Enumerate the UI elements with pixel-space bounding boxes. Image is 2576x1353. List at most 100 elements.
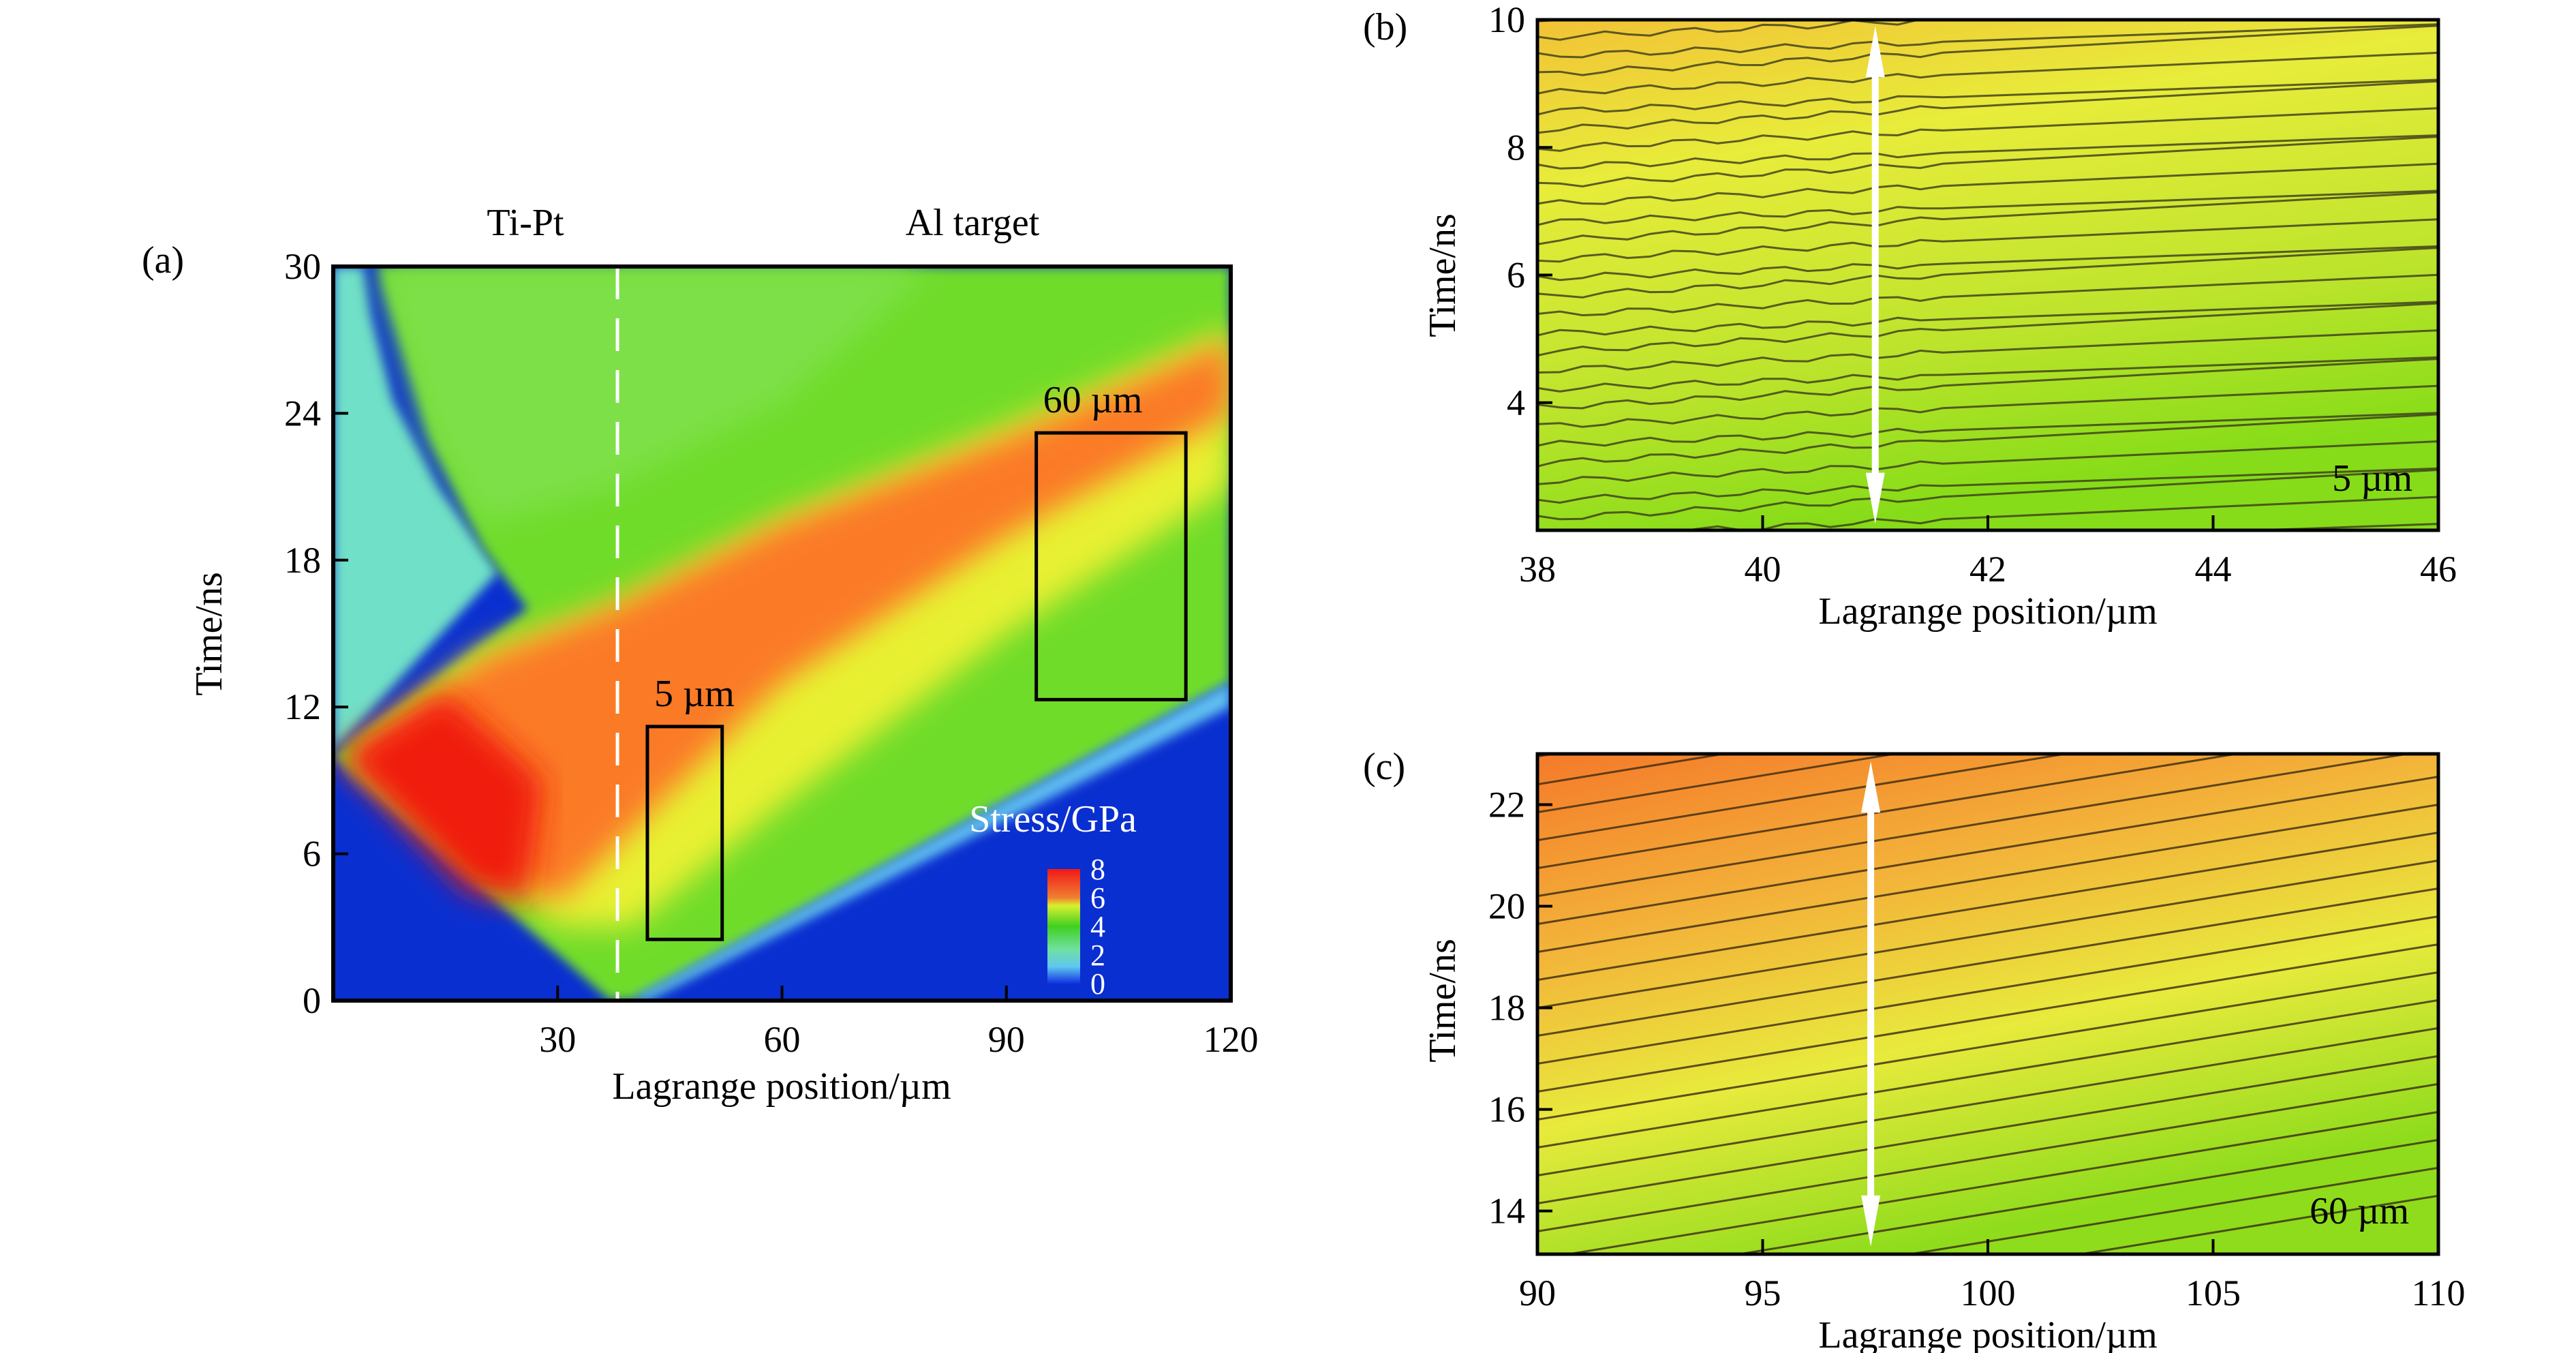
- x-tick-label: 105: [2186, 1273, 2241, 1313]
- panel-c: 90 95 100 105 110 14 16 18 20 22 (c) Lagrange pos…: [1363, 746, 2466, 1353]
- contour-line: [1537, 78, 2438, 116]
- contour-line: [1537, 754, 2414, 898]
- region-label-al-target: Al target: [906, 202, 1040, 244]
- contour-line: [1537, 887, 2438, 1037]
- contour-line: [1537, 776, 2438, 926]
- contour-line: [1537, 832, 2438, 982]
- colorbar-tick-label: 2: [1090, 939, 1105, 972]
- y-tick-label: 6: [1507, 255, 1525, 296]
- zoom-region-label: 5 µm: [654, 673, 735, 715]
- x-tick-label: 100: [1961, 1273, 2016, 1313]
- y-tick-label: 30: [284, 246, 321, 287]
- y-axis-label-c: Time/ns: [1422, 939, 1464, 1063]
- contour-line: [1537, 468, 2438, 521]
- y-tick-label: 0: [303, 980, 321, 1021]
- y-tick-label: 18: [284, 540, 321, 581]
- stress-heatmap-c: [1537, 754, 2438, 1254]
- contour-line: [1537, 247, 2438, 299]
- colorbar-tick-label: 0: [1090, 967, 1105, 1001]
- release-region: [378, 267, 932, 523]
- x-tick-label: 120: [1203, 1019, 1259, 1060]
- peak-stress-region: [340, 692, 543, 903]
- arrow-head-up: [1865, 26, 1885, 78]
- y-tick-label: 4: [1507, 382, 1525, 423]
- contour-line: [1537, 1027, 2438, 1176]
- contour-line: [1537, 860, 2438, 1009]
- y-axis-label-a: Time/ns: [188, 572, 230, 696]
- contour-line: [1537, 1054, 2438, 1204]
- contour-line: [1537, 358, 2438, 410]
- contour-line: [1537, 191, 2438, 245]
- x-tick-label: 40: [1745, 549, 1781, 590]
- region-label-ti-pt: Ti-Pt: [487, 202, 564, 244]
- y-tick-label: 6: [303, 834, 321, 875]
- panel-label-c: (c): [1363, 746, 1405, 788]
- y-tick-label: 16: [1488, 1089, 1525, 1130]
- contour-line: [1537, 999, 2438, 1149]
- colorbar-tick-label: 6: [1090, 881, 1105, 915]
- y-tick-label: 12: [284, 686, 321, 727]
- colorbar-tick-label: 8: [1090, 853, 1105, 886]
- x-tick-label: 110: [2412, 1273, 2466, 1313]
- x-axis-label-c: Lagrange position/µm: [1818, 1314, 2157, 1353]
- x-axis-label-b: Lagrange position/µm: [1818, 590, 2157, 633]
- panel-label-a: (a): [142, 239, 184, 282]
- x-tick-label: 46: [2420, 549, 2457, 590]
- rarefaction-region: [333, 267, 498, 751]
- contour-line: [1537, 162, 2438, 205]
- contour-line: [1537, 245, 2438, 282]
- contour-line: [1537, 302, 2438, 356]
- contour-line: [1537, 915, 2438, 1065]
- annotation-c: 60 µm: [2310, 1190, 2409, 1232]
- x-axis-label-a: Lagrange position/µm: [612, 1065, 951, 1108]
- arrow-head-up: [1861, 761, 1881, 813]
- contour-line: [1537, 80, 2438, 134]
- contour-line: [1537, 754, 2243, 870]
- contour-line: [1537, 329, 2438, 374]
- contour-line: [1733, 1138, 2438, 1254]
- contour-line: [1537, 189, 2438, 226]
- x-tick-label: 95: [1745, 1273, 1781, 1313]
- y-tick-label: 22: [1488, 785, 1525, 825]
- x-tick-label: 90: [1519, 1273, 1556, 1313]
- contour-line: [1537, 273, 2438, 317]
- contour-line: [1537, 51, 2438, 95]
- contour-line: [1537, 384, 2438, 428]
- orange-band: [348, 339, 1231, 903]
- contour-line: [1537, 25, 2438, 76]
- contour-line: [1537, 754, 1730, 786]
- contour-line: [1537, 134, 2438, 170]
- contour-line: [1537, 440, 2438, 485]
- y-tick-label: 24: [284, 393, 321, 434]
- contour-line: [1537, 218, 2438, 263]
- y-tick-label: 8: [1507, 127, 1525, 168]
- contour-line: [1537, 804, 2438, 954]
- colorbar-tick-label: 4: [1090, 910, 1105, 943]
- contour-line: [1537, 412, 2438, 447]
- x-tick-label: 30: [539, 1019, 576, 1060]
- x-tick-label: 60: [764, 1019, 801, 1060]
- contour-line: [1537, 20, 1958, 41]
- contour-line: [1537, 467, 2438, 504]
- contour-line: [1562, 1110, 2438, 1254]
- annotation-b: 5 µm: [2332, 457, 2412, 500]
- contour-line: [1537, 107, 2438, 152]
- contour-line: [1537, 754, 2072, 842]
- contour-line: [1537, 943, 2438, 1093]
- contour-line: [1537, 754, 1901, 814]
- y-tick-label: 10: [1488, 0, 1525, 40]
- y-axis-label-b: Time/ns: [1422, 213, 1464, 337]
- contour-line: [1537, 301, 2438, 337]
- contour-line: [1537, 413, 2438, 468]
- x-tick-label: 42: [1969, 549, 2006, 590]
- contour-line: [1537, 1082, 2438, 1232]
- contour-line: [1537, 356, 2438, 393]
- y-tick-label: 20: [1488, 886, 1525, 927]
- zoom-region-label: 60 µm: [1043, 379, 1143, 421]
- contour-line: [1537, 136, 2438, 188]
- contour-line: [1537, 971, 2438, 1121]
- y-tick-label: 18: [1488, 988, 1525, 1029]
- contour-line: [2074, 1194, 2438, 1254]
